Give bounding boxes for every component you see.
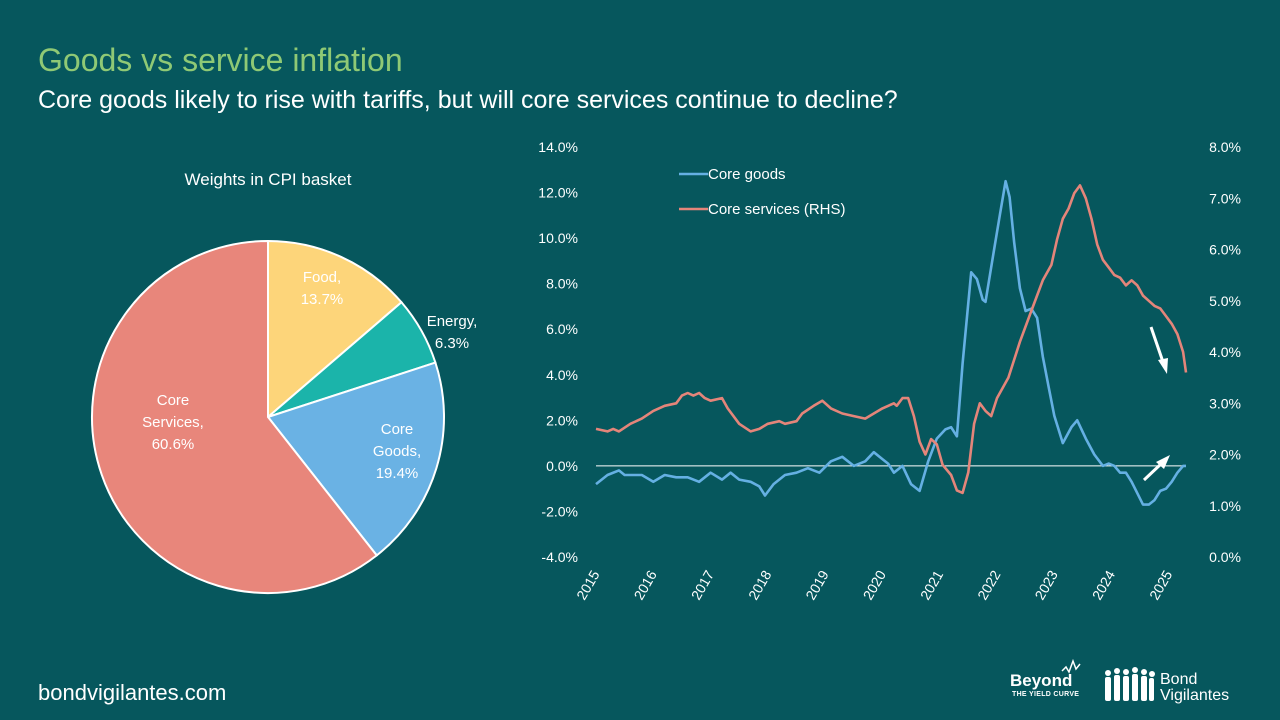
right-axis-tick-label: 3.0%: [1209, 395, 1241, 411]
x-axis-ticks: 2015 2016 2017 2018 2019 2020 2021 2022 2023 2024…: [573, 567, 1175, 602]
pie-label-line: Energy,: [427, 313, 478, 330]
left-axis-tick-label: 12.0%: [538, 185, 578, 201]
right-axis-tick-label: 8.0%: [1209, 139, 1241, 155]
left-axis-tick-label: 0.0%: [546, 458, 578, 474]
bond-vigilantes-logo-line2: Vigilantes: [1160, 687, 1229, 704]
chart-legend: Core goods Core services (RHS): [679, 166, 846, 218]
pie-slice-label: Food, 13.7%: [301, 269, 344, 308]
pie-label-line: Services,: [142, 414, 204, 431]
left-axis-tick-label: -2.0%: [541, 503, 578, 519]
down-arrow-icon: [1149, 326, 1168, 374]
pie-label-line: 19.4%: [376, 465, 419, 482]
legend-label: Core services (RHS): [708, 201, 846, 218]
pie-slice: [91, 239, 379, 594]
x-axis-tick-label: 2022: [974, 567, 1004, 602]
line-chart: -4.0% -2.0% 0.0% 2.0% 4.0% 6.0% 8.0% 10.0% 12.0%…: [538, 139, 1241, 602]
pie-labels: Food, 13.7%Energy, 6.3%Core Goods, 19.4%Core…: [142, 269, 477, 482]
x-axis-tick-label: 2021: [917, 567, 947, 602]
x-axis-tick-label: 2018: [745, 567, 775, 602]
pie-slice-label: Core Goods, 19.4%: [373, 421, 421, 482]
left-axis-tick-label: 6.0%: [546, 321, 578, 337]
beyond-logo-signal-icon: [1061, 658, 1081, 674]
legend-label: Core goods: [708, 166, 786, 183]
pie-slice-label: Core Services, 60.6%: [142, 392, 204, 453]
right-axis-tick-label: 2.0%: [1209, 447, 1241, 463]
up-arrow-icon: [1142, 455, 1170, 482]
bond-vigilantes-people-icon: [1105, 667, 1155, 701]
left-axis-tick-label: 14.0%: [538, 139, 578, 155]
right-axis-tick-label: 4.0%: [1209, 344, 1241, 360]
x-axis-tick-label: 2024: [1089, 567, 1119, 602]
pie-label-line: Food,: [303, 269, 341, 286]
right-axis-ticks: 0.0% 1.0% 2.0% 3.0% 4.0% 5.0% 6.0% 7.0% 8.0%: [1209, 139, 1241, 565]
page-title: Goods vs service inflation: [38, 42, 403, 78]
pie-label-line: 13.7%: [301, 291, 344, 308]
x-axis-tick-label: 2023: [1031, 567, 1061, 602]
x-axis-tick-label: 2017: [688, 567, 718, 602]
x-axis-tick-label: 2020: [860, 567, 890, 602]
left-axis-tick-label: 4.0%: [546, 367, 578, 383]
footer-url[interactable]: bondvigilantes.com: [38, 680, 227, 705]
series-line: [595, 179, 1186, 506]
beyond-logo-subtext: THE YIELD CURVE: [1012, 691, 1080, 698]
x-axis-tick-label: 2016: [630, 567, 660, 602]
beyond-logo-text: Beyond: [1010, 671, 1073, 690]
left-axis-tick-label: 10.0%: [538, 230, 578, 246]
x-axis-tick-label: 2019: [802, 567, 832, 602]
pie-slices: [91, 239, 445, 594]
right-axis-tick-label: 6.0%: [1209, 242, 1241, 258]
pie-slice: [266, 361, 445, 557]
right-axis-tick-label: 0.0%: [1209, 549, 1241, 565]
pie-chart-title: Weights in CPI basket: [185, 170, 352, 189]
pie-chart: Weights in CPI basket Food, 13.7% Energy, 6…: [91, 170, 477, 594]
right-axis-tick-label: 1.0%: [1209, 498, 1241, 514]
pie-label-line: Core: [381, 421, 414, 438]
pie-label-line: 60.6%: [152, 436, 195, 453]
right-axis-tick-label: 7.0%: [1209, 190, 1241, 206]
beyond-logo: Beyond THE YIELD CURVE: [1010, 672, 1088, 712]
bond-vigilantes-logo-line1: Bond: [1160, 671, 1197, 688]
left-axis-tick-label: -4.0%: [541, 549, 578, 565]
series-lines: [595, 179, 1188, 506]
pie-slice: [267, 239, 403, 420]
right-axis-tick-label: 5.0%: [1209, 293, 1241, 309]
page-subtitle: Core goods likely to rise with tariffs, …: [38, 86, 898, 114]
series-line: [595, 184, 1188, 495]
x-axis-tick-label: 2015: [573, 567, 603, 602]
pie-label-line: Core: [157, 392, 190, 409]
left-axis-tick-label: 8.0%: [546, 276, 578, 292]
pie-label-line: Goods,: [373, 443, 421, 460]
pie-label-line: 6.3%: [435, 335, 469, 352]
left-axis-tick-label: 2.0%: [546, 412, 578, 428]
x-axis-tick-label: 2025: [1146, 567, 1176, 602]
pie-slice-label: Energy, 6.3%: [427, 313, 478, 352]
left-axis-ticks: -4.0% -2.0% 0.0% 2.0% 4.0% 6.0% 8.0% 10.0% 12.0%…: [538, 139, 578, 565]
